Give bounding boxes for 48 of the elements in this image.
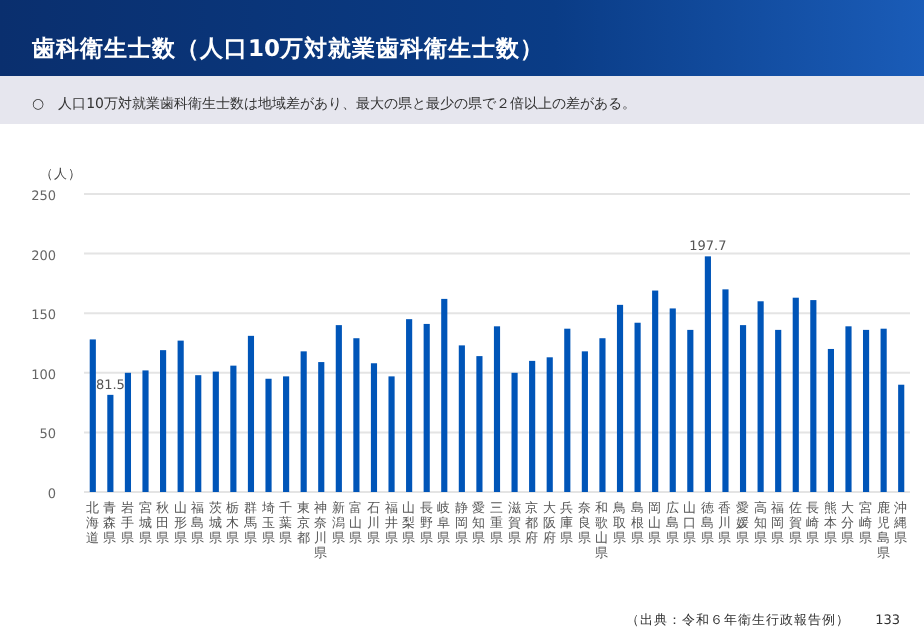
- bar: [195, 375, 202, 492]
- bar: [775, 329, 782, 492]
- bar: [247, 335, 255, 492]
- bar: [353, 338, 360, 492]
- bar: [406, 319, 413, 492]
- bar: [300, 351, 307, 492]
- bar: [160, 350, 167, 492]
- bar: [634, 322, 641, 492]
- bar: [107, 394, 114, 492]
- bar: [177, 340, 184, 492]
- bar: [862, 329, 870, 492]
- bar: [388, 376, 395, 492]
- bar: [370, 363, 378, 492]
- bar: [652, 290, 659, 492]
- bar: [212, 371, 219, 492]
- bar: [827, 348, 834, 492]
- bar: [880, 328, 887, 492]
- bar: [616, 304, 624, 492]
- bar: [423, 323, 430, 492]
- bar: [757, 301, 764, 492]
- bar: [265, 378, 272, 492]
- bar: [564, 328, 571, 492]
- bar: [335, 325, 342, 492]
- bar: [283, 376, 290, 492]
- bar: [511, 372, 518, 492]
- bar: [476, 356, 483, 492]
- bar: [89, 339, 96, 492]
- bar: [441, 298, 448, 492]
- bar: [493, 326, 501, 492]
- bar: [599, 338, 606, 492]
- bar: [845, 326, 852, 492]
- bar: [546, 357, 553, 492]
- bar: [458, 345, 465, 492]
- chart-title: 歯科衛生士数（人口10万対就業歯科衛生士数）: [30, 34, 545, 62]
- bar: [230, 365, 237, 492]
- bar: [318, 362, 325, 492]
- bar: [704, 256, 711, 492]
- bar: [124, 372, 132, 492]
- bar: [792, 297, 799, 492]
- bar: [669, 308, 676, 492]
- bar: [810, 300, 817, 492]
- bar: [898, 384, 905, 492]
- bar: [722, 289, 729, 492]
- bar: [581, 351, 588, 492]
- bar: [687, 329, 694, 492]
- bar: [739, 325, 747, 492]
- bar: [529, 360, 536, 492]
- bar: [142, 370, 149, 492]
